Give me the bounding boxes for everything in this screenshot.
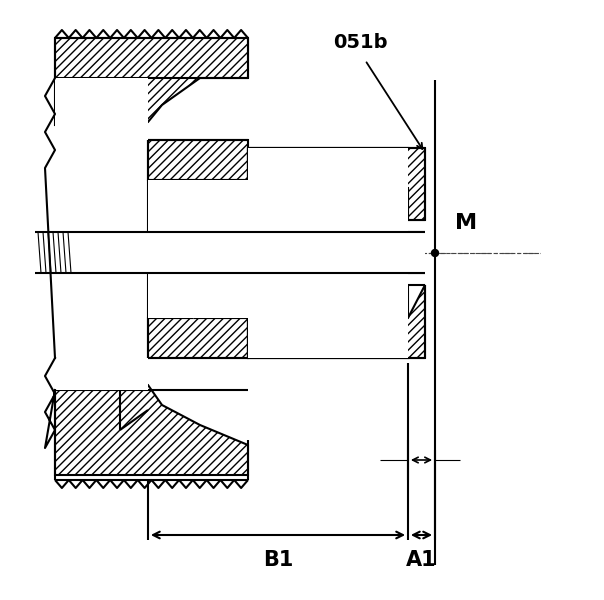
Text: A1: A1 [406, 550, 437, 570]
Bar [248, 148, 408, 188]
Polygon shape [248, 148, 408, 188]
Bar [148, 140, 248, 180]
Bar [248, 188, 408, 318]
Polygon shape [248, 318, 408, 358]
Polygon shape [248, 285, 425, 358]
Polygon shape [55, 38, 248, 125]
Bar [148, 318, 248, 358]
Bar [148, 180, 248, 318]
Text: M: M [455, 213, 477, 233]
Text: B1: B1 [263, 550, 293, 570]
Polygon shape [55, 385, 248, 475]
Bar [248, 318, 408, 358]
Circle shape [431, 250, 439, 257]
Text: 051b: 051b [333, 33, 387, 52]
Polygon shape [248, 148, 425, 220]
Bar [35, 232, 425, 273]
Bar [55, 358, 148, 390]
Bar [55, 78, 148, 140]
